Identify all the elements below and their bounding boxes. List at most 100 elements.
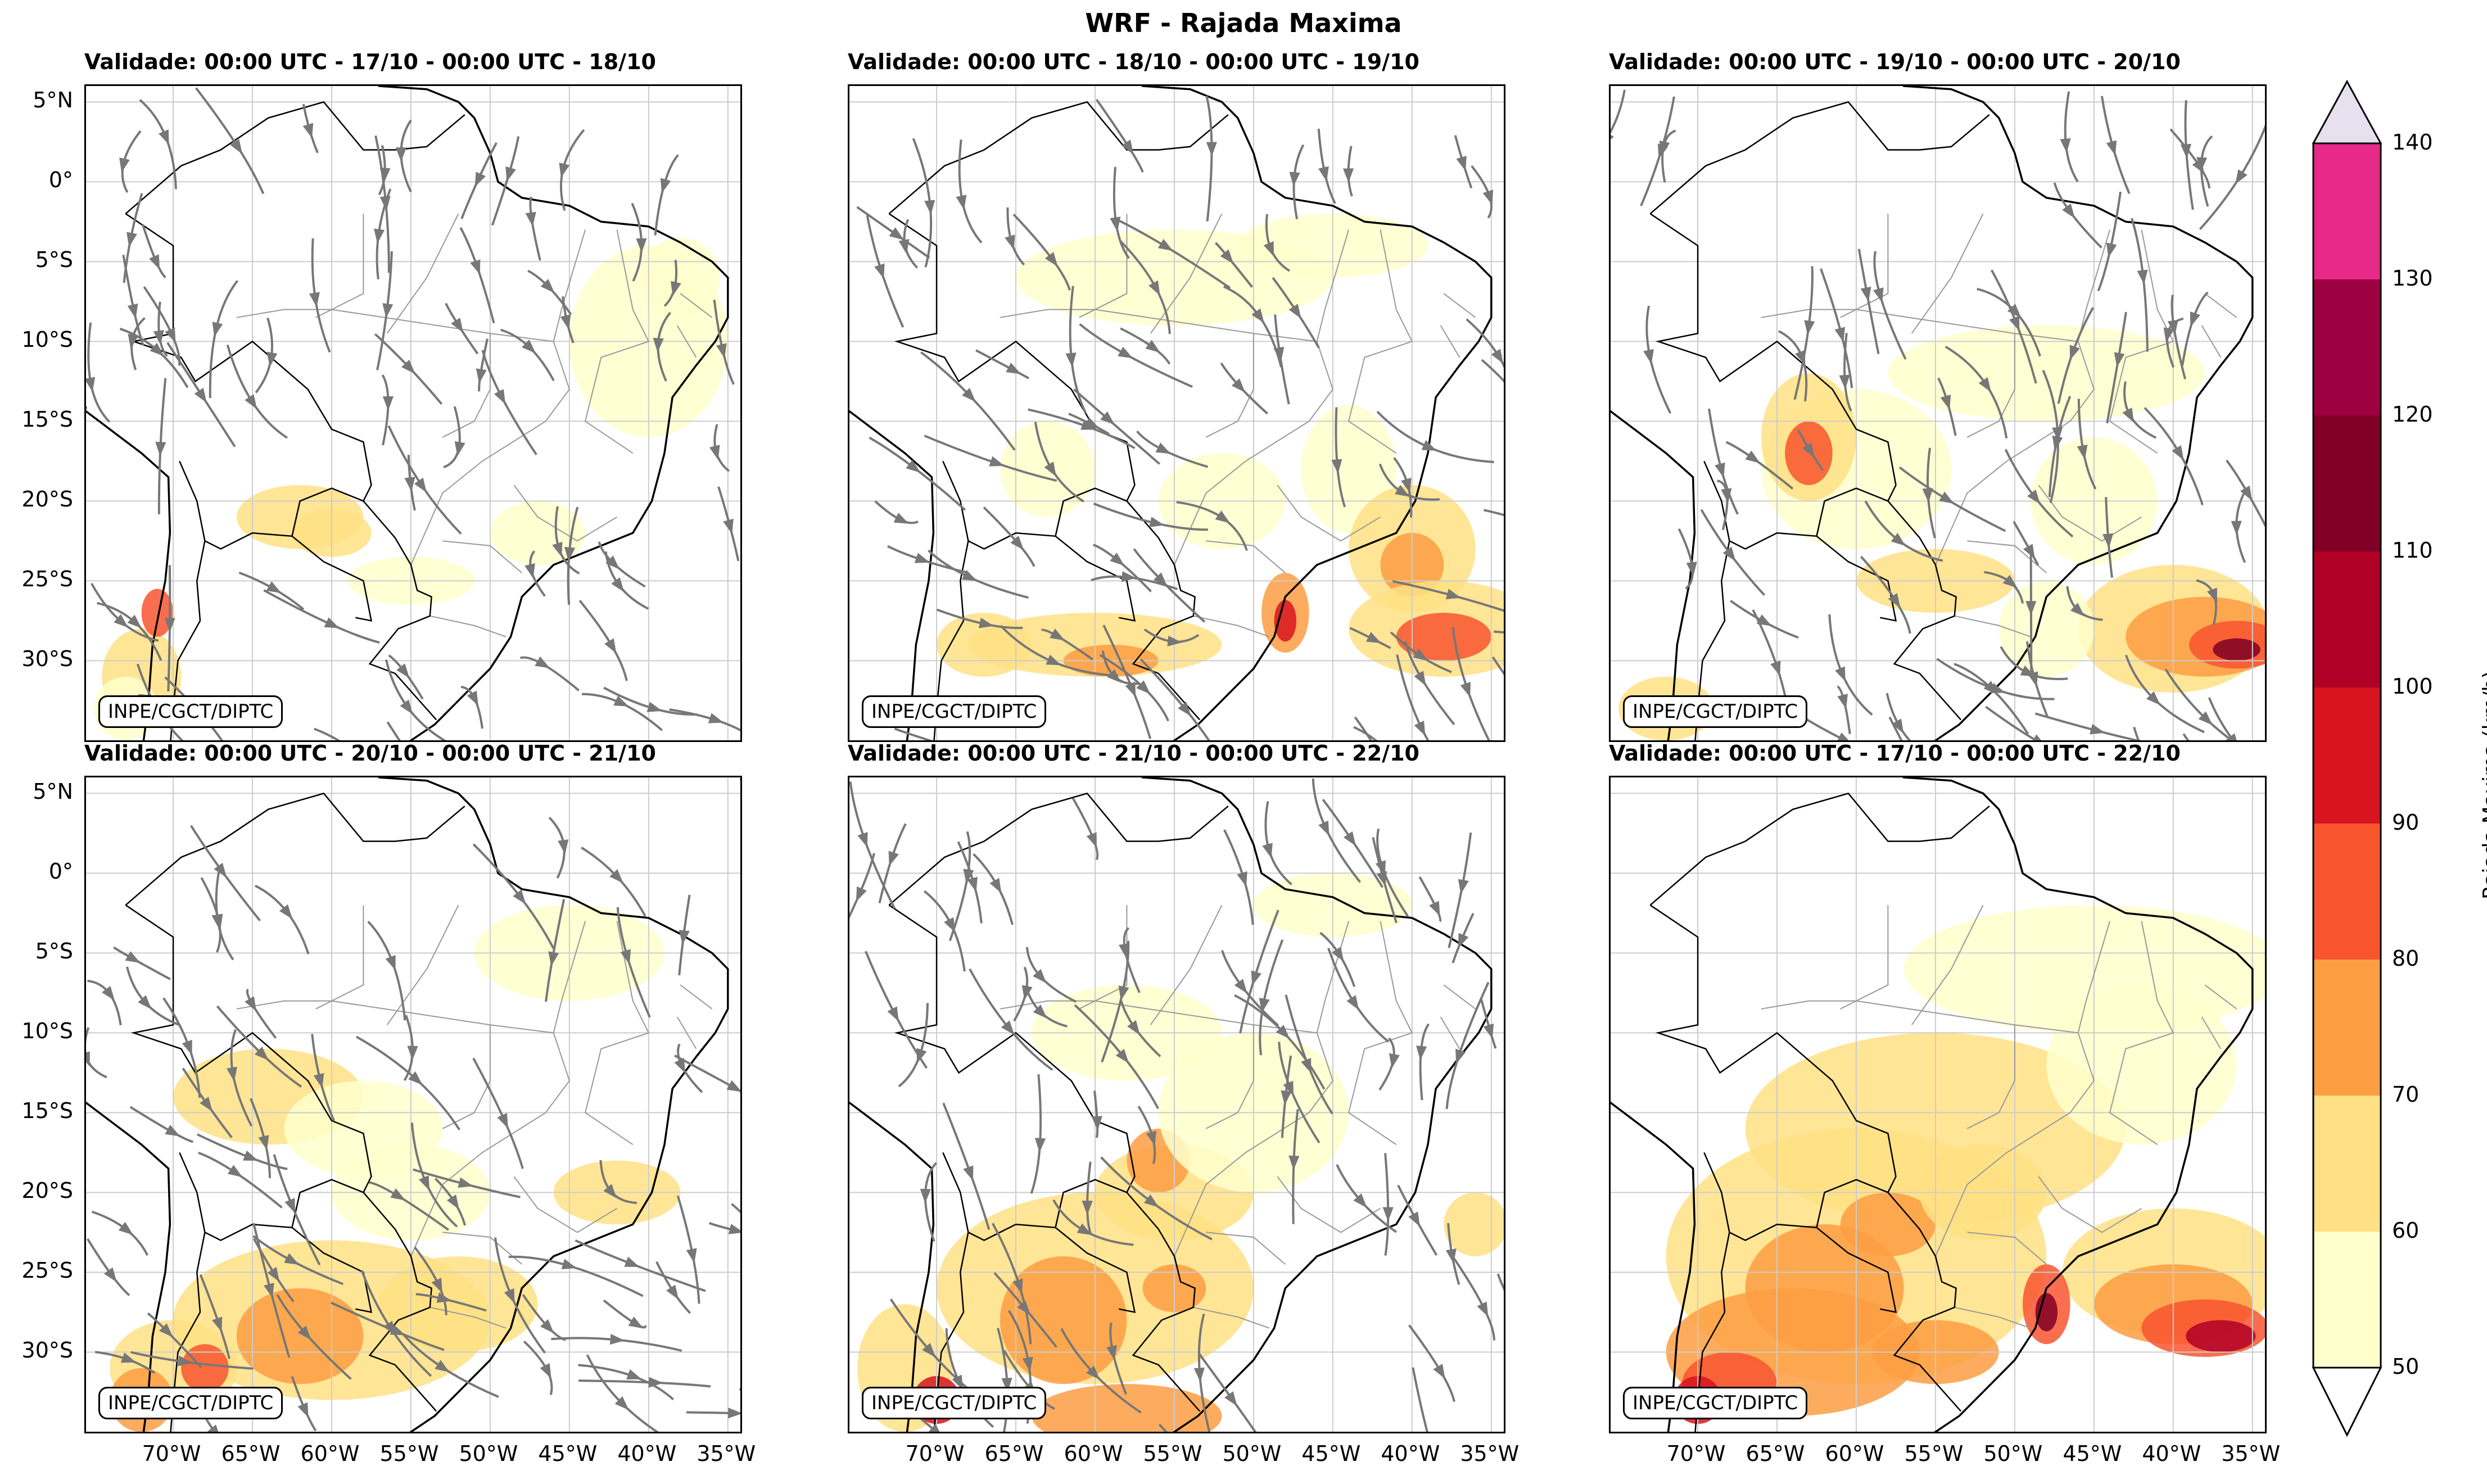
country-border: [1649, 213, 1962, 721]
state-border: [1205, 1025, 1254, 1129]
streamline-arrow: [324, 617, 340, 628]
state-border: [1277, 1176, 1381, 1233]
figure-title: WRF - Rajada Maxima: [1085, 8, 1402, 38]
streamline-arrow: [1125, 681, 1136, 698]
colorbar-segment: [2313, 1096, 2381, 1232]
streamline-arrow: [1006, 363, 1021, 374]
state-border: [1954, 615, 2031, 637]
streamline-arrow: [609, 869, 623, 884]
streamline-arrow: [114, 614, 129, 628]
streamline-arrow: [1086, 1365, 1100, 1380]
streamline-arrow: [1455, 1048, 1466, 1064]
latitude-label: 30°S: [21, 646, 73, 672]
streamline-arrow: [1414, 721, 1426, 736]
state-border: [1205, 333, 1254, 438]
colorbar-segment: [2313, 279, 2381, 415]
credit-badge: INPE/CGCT/DIPTC: [862, 695, 1047, 728]
state-border: [2204, 984, 2237, 1010]
streamline-arrow: [1429, 901, 1440, 916]
streamline-arrow: [626, 1369, 642, 1379]
streamline-arrow: [920, 1188, 931, 1204]
streamline-arrow: [1231, 378, 1246, 393]
latitude-label: 20°S: [21, 1178, 73, 1204]
latitude-label: 25°S: [21, 1258, 73, 1283]
streamline-arrow: [1433, 1364, 1445, 1379]
streamline-arrow: [1458, 879, 1469, 894]
gust-area: [141, 589, 174, 637]
streamline-arrow: [102, 985, 115, 1001]
streamline-arrow: [2009, 315, 2020, 332]
streamline-arrow: [525, 211, 536, 227]
streamline-arrow: [560, 314, 571, 330]
streamline-arrow: [1989, 682, 2006, 694]
streamline-arrow: [1456, 155, 1467, 171]
streamline-arrow: [2077, 444, 2088, 460]
streamline-arrow: [952, 1374, 963, 1390]
streamline-arrow: [127, 614, 142, 628]
streamline-arrow: [2163, 327, 2174, 343]
panel-title: Validade: 00:00 UTC - 17/10 - 00:00 UTC …: [84, 49, 656, 74]
streamline-arrow: [120, 1352, 137, 1363]
coastline: [1611, 410, 1696, 740]
streamline-arrow: [470, 259, 481, 275]
streamline-arrow: [2007, 304, 2022, 318]
streamline-arrow: [382, 396, 394, 411]
streamline-arrow: [2069, 345, 2080, 360]
streamline-arrow: [279, 904, 293, 919]
longitude-label: 65°W: [221, 1441, 281, 1466]
streamline-arrow: [2180, 143, 2192, 159]
streamline-arrow: [558, 839, 569, 854]
streamline-arrow: [636, 238, 647, 253]
streamline: [1412, 1367, 1428, 1432]
streamline-arrow: [727, 1408, 740, 1419]
gust-area: [2186, 1320, 2256, 1352]
gust-area: [1274, 600, 1297, 642]
streamline-arrow: [2240, 485, 2253, 501]
streamline-arrow: [1643, 349, 1654, 364]
streamline-arrow: [1289, 171, 1300, 187]
streamline-arrow: [1237, 871, 1247, 887]
streamline-arrow: [2122, 408, 2135, 423]
streamline: [1985, 705, 2038, 740]
streamline-arrow: [302, 123, 314, 139]
latitude-label: 5°S: [35, 247, 73, 273]
streamline-arrow: [1376, 871, 1387, 886]
state-border: [2201, 325, 2222, 358]
longitude-label: 45°W: [1301, 1441, 1361, 1466]
state-border: [584, 921, 650, 1146]
map-canvas: [86, 86, 740, 740]
coastline: [1902, 86, 2254, 740]
streamline-arrow: [922, 1342, 936, 1358]
colorbar-segment: [2313, 960, 2381, 1096]
streamline-arrow: [254, 1046, 269, 1061]
streamline-arrow: [1401, 477, 1412, 494]
streamline-arrow: [906, 459, 921, 473]
streamline-arrow: [419, 1175, 430, 1191]
streamline-arrow: [609, 1333, 625, 1345]
streamline-arrow: [1445, 1248, 1457, 1264]
colorbar-segment: [2313, 143, 2381, 279]
streamline-arrow: [2231, 521, 2242, 536]
streamline-arrow: [978, 617, 994, 628]
streamline-arrow: [1837, 693, 1848, 709]
longitude-label: 40°W: [617, 1441, 677, 1466]
coastline: [1902, 777, 2254, 1432]
state-border: [1761, 309, 1856, 318]
streamline-arrow: [666, 1284, 679, 1300]
streamline-arrow: [1234, 979, 1247, 994]
streamline-arrow: [1892, 718, 1904, 734]
streamline-arrow: [382, 303, 394, 318]
streamline-arrow: [1288, 304, 1301, 319]
map-canvas: [86, 777, 740, 1432]
streamline-arrow: [2060, 138, 2071, 153]
streamline-arrow: [404, 477, 415, 492]
streamline-arrow: [1215, 510, 1231, 523]
colorbar-segment: [2313, 687, 2381, 824]
streamline-arrow: [1034, 1138, 1046, 1153]
streamline-arrow: [400, 699, 413, 714]
state-border: [680, 293, 713, 318]
state-border: [513, 485, 618, 542]
streamline: [314, 727, 341, 740]
state-border: [442, 540, 522, 573]
latitude-label: 10°S: [21, 1019, 73, 1044]
